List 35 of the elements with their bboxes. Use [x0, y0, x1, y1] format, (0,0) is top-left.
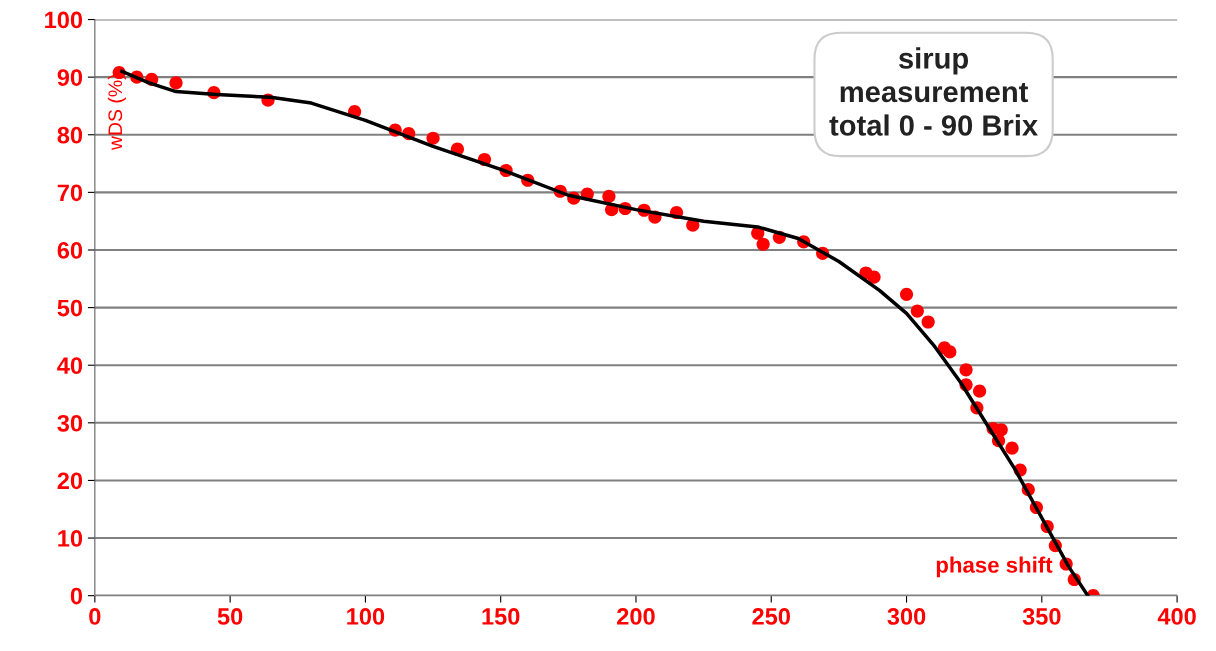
x-tick-label: 300 [887, 608, 926, 625]
point [910, 304, 924, 318]
x-tick-label: 400 [1157, 608, 1196, 625]
x-tick-label: 50 [217, 608, 243, 625]
x-tick-label: 0 [89, 608, 101, 625]
x-tick-label: 100 [347, 608, 385, 625]
point [994, 423, 1008, 437]
x-tick-label: 350 [1022, 608, 1061, 625]
annotation: sirup measurement total 0 - 90 Brix [829, 47, 1038, 136]
annotation: phase shift [936, 556, 1053, 578]
point [899, 287, 914, 301]
y-tick-label: 10 [58, 530, 83, 547]
y-tick-label: 70 [57, 184, 83, 202]
x-tick-label: 250 [752, 608, 790, 625]
point [756, 237, 770, 251]
y-tick-label: 30 [57, 414, 83, 432]
point [943, 345, 957, 359]
point [959, 363, 973, 377]
y-tick-label: 60 [57, 242, 83, 259]
y-tick-label: 100 [45, 11, 83, 29]
point [602, 189, 616, 203]
point [867, 270, 881, 284]
x-tick-label: 200 [617, 608, 655, 625]
x-tick-label: 150 [482, 608, 520, 625]
y-tick-label: 20 [57, 472, 83, 490]
y-tick-label: 50 [57, 299, 83, 317]
point [1005, 441, 1019, 455]
point [169, 76, 183, 90]
y-tick-label: 40 [57, 357, 83, 374]
y-tick-label: 80 [57, 126, 83, 144]
y-tick-label: 90 [57, 69, 83, 86]
y-tick-label: 0 [70, 587, 83, 605]
point [972, 384, 987, 398]
point [921, 315, 935, 329]
point [426, 131, 440, 145]
